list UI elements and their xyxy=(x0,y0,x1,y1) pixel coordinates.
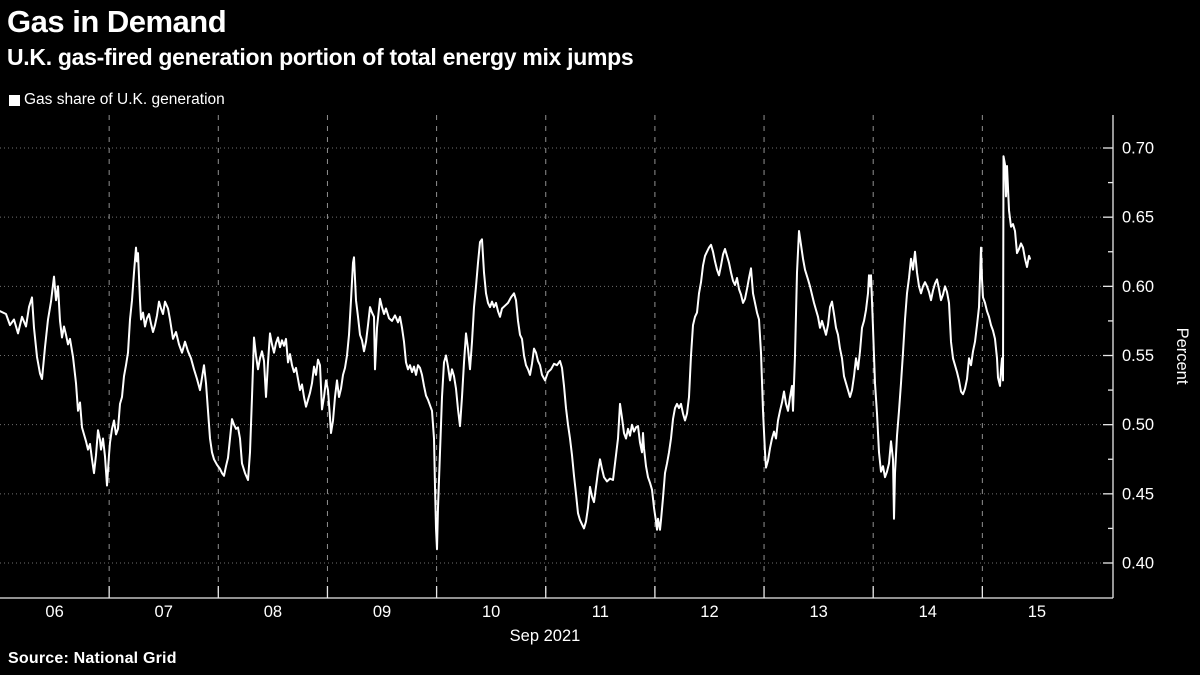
svg-text:08: 08 xyxy=(264,603,282,621)
gridlines xyxy=(0,115,1113,598)
page-title: Gas in Demand xyxy=(7,4,227,39)
svg-text:0.50: 0.50 xyxy=(1122,416,1154,434)
svg-text:14: 14 xyxy=(919,603,937,621)
svg-text:07: 07 xyxy=(155,603,173,621)
svg-text:0.60: 0.60 xyxy=(1122,278,1154,296)
x-axis-title: Sep 2021 xyxy=(510,627,581,645)
source-text: Source: National Grid xyxy=(8,650,177,667)
svg-text:0.70: 0.70 xyxy=(1122,140,1154,158)
y-axis-title: Percent xyxy=(1173,328,1191,385)
svg-text:10: 10 xyxy=(482,603,500,621)
svg-text:09: 09 xyxy=(373,603,391,621)
svg-text:0.65: 0.65 xyxy=(1122,209,1154,227)
svg-text:0.55: 0.55 xyxy=(1122,347,1154,365)
gas-share-line xyxy=(0,155,1031,551)
svg-text:0.45: 0.45 xyxy=(1122,485,1154,503)
x-axis-tick-labels: 06 07 08 09 10 11 12 13 14 15 xyxy=(45,603,1046,621)
legend-square-icon xyxy=(9,94,20,106)
svg-text:12: 12 xyxy=(700,603,718,621)
legend: Gas share of U.K. generation xyxy=(9,91,225,109)
svg-text:11: 11 xyxy=(592,603,609,621)
svg-text:06: 06 xyxy=(45,603,63,621)
svg-text:13: 13 xyxy=(809,603,827,621)
axes xyxy=(0,115,1114,599)
y-axis-tick-labels: 0.40 0.45 0.50 0.55 0.60 0.65 0.70 xyxy=(1122,140,1154,573)
svg-text:15: 15 xyxy=(1028,603,1046,621)
page-subtitle: U.K. gas-fired generation portion of tot… xyxy=(7,44,634,70)
legend-label: Gas share of U.K. generation xyxy=(24,91,225,108)
svg-text:0.40: 0.40 xyxy=(1122,555,1154,573)
